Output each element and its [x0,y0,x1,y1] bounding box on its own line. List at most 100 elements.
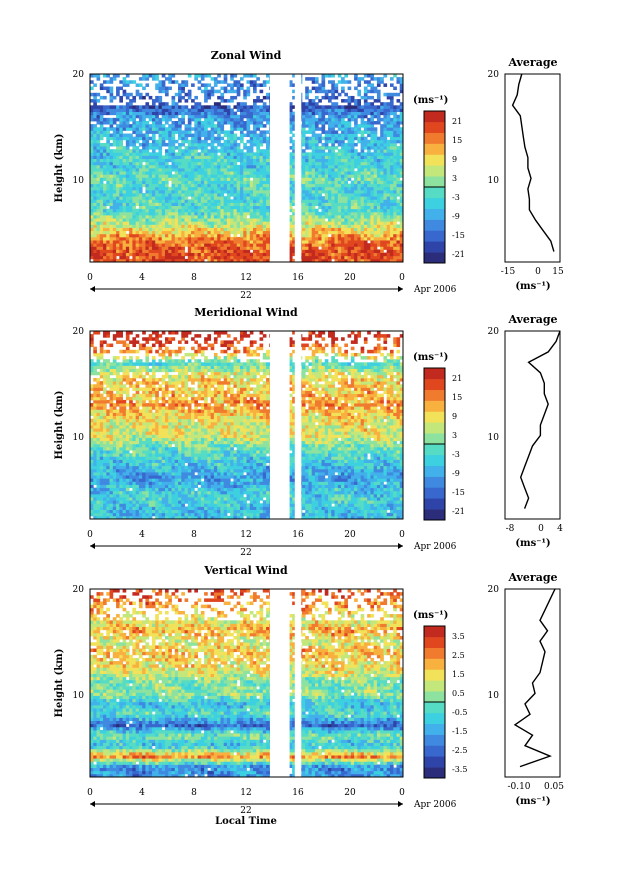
heatmap-cell [90,224,94,228]
heatmap-cell [132,249,137,253]
heatmap-cell [331,124,335,128]
heatmap-cell [109,161,114,166]
heatmap-cell [292,158,296,163]
heatmap-cell [311,158,316,163]
heatmap-cell [96,186,101,191]
heatmap-cell [191,224,195,228]
heatmap-cell [347,108,352,112]
heatmap-cell [301,227,306,232]
heatmap-cell [171,152,176,156]
heatmap-cell [217,246,221,250]
heatmap-cell [292,111,296,116]
heatmap-cell [103,111,107,116]
heatmap-cell [308,255,313,260]
heatmap-cell [200,89,205,94]
heatmap-cell [197,74,202,78]
heatmap-cell [174,255,179,260]
heatmap-cell [243,155,247,159]
heatmap-cell [393,186,397,191]
heatmap-cell [181,161,185,166]
heatmap-cell [210,199,215,203]
heatmap-cell [328,99,332,103]
heatmap-cell [158,205,163,210]
heatmap-cell [184,152,189,156]
heatmap-cell [233,246,238,250]
heatmap-cell [370,243,375,247]
heatmap-cell [337,233,342,238]
heatmap-cell [357,130,362,134]
heatmap-cell [194,124,198,128]
heatmap-cell [217,142,221,147]
heatmap-cell [262,186,267,191]
heatmap-cell [213,83,218,87]
heatmap-cell [318,139,322,144]
heatmap-cell [187,246,192,250]
heatmap-cell [380,243,384,247]
heatmap-cell [253,136,257,141]
heatmap-cell [253,227,257,232]
heatmap-cell [386,258,391,263]
heatmap-cell [181,155,185,159]
heatmap-cell [191,136,195,141]
heatmap-cell [109,233,114,238]
heatmap-cell [236,193,241,197]
heatmap-cell [106,155,110,159]
heatmap-cell [393,121,397,125]
heatmap-cell [181,80,185,84]
heatmap-cell [360,174,365,178]
heatmap-cell [360,136,365,141]
heatmap-cell [210,111,215,116]
heatmap-cell [383,205,388,210]
heatmap-cell [116,124,120,128]
heatmap-cell [168,233,172,238]
heatmap-cell [386,249,391,253]
heatmap-cell [266,80,270,84]
heatmap-cell [337,199,342,203]
heatmap-cell [256,230,260,235]
heatmap-cell [341,249,345,253]
heatmap-cell [337,196,342,200]
heatmap-cell [187,177,192,181]
heatmap-cell [246,155,251,159]
heatmap-cell [223,133,228,138]
heatmap-cell [301,183,306,188]
heatmap-cell [354,164,358,169]
heatmap-cell [243,92,247,97]
heatmap-cell [259,99,264,103]
heatmap-cell [396,246,401,250]
heatmap-cell [344,246,348,250]
heatmap-cell [305,211,309,216]
heatmap-cell [347,227,352,232]
heatmap-cell [116,221,120,225]
heatmap-cell [393,92,397,97]
heatmap-cell [256,249,260,253]
heatmap-cell [230,161,234,166]
heatmap-cell [125,121,130,125]
heatmap-cell [116,211,120,216]
heatmap-cell [178,246,182,250]
heatmap-cell [239,221,244,225]
heatmap-cell [200,202,205,206]
heatmap-cell [288,180,293,185]
heatmap-cell [184,146,189,150]
heatmap-cell [367,105,371,109]
heatmap-cell [331,80,335,84]
heatmap-cell [256,149,260,153]
heatmap-cell [90,196,94,200]
heatmap-cell [194,246,198,250]
heatmap-cell [194,202,198,206]
heatmap-cell [328,130,332,134]
heatmap-cell [223,199,228,203]
heatmap-cell [223,249,228,253]
heatmap-cell [341,215,345,219]
heatmap-cell [354,177,358,181]
heatmap-cell [350,221,355,225]
heatmap-cell [376,255,381,260]
heatmap-cell [217,180,221,185]
heatmap-cell [187,74,192,78]
heatmap-cell [347,139,352,144]
heatmap-cell [155,142,159,147]
heatmap-cell [220,111,225,116]
heatmap-cell [125,102,130,106]
heatmap-cell [168,199,172,203]
